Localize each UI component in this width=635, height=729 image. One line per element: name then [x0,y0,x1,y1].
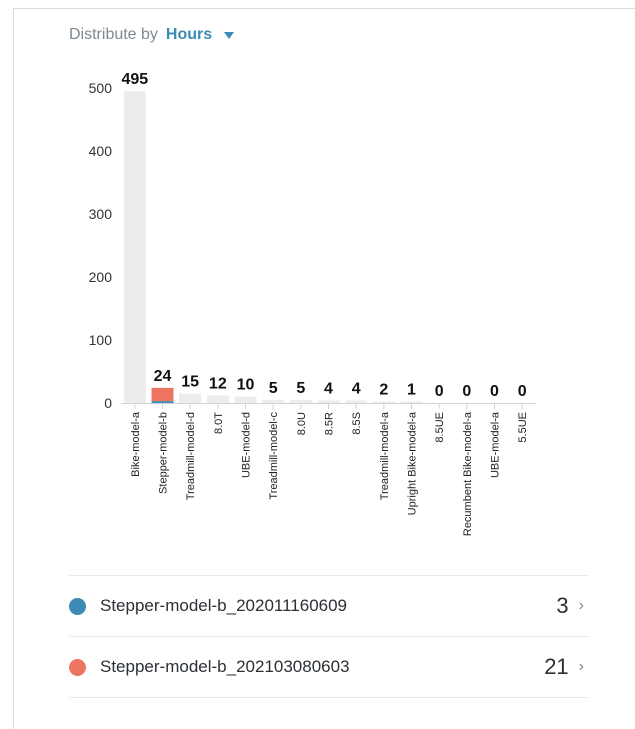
bar-value-label: 0 [490,383,499,400]
series-list: Stepper-model-b_202011160609 3 › Stepper… [69,575,588,698]
bar [179,393,202,403]
series-label: Stepper-model-b_202103080603 [100,657,350,676]
series-color-dot [69,597,86,615]
x-tick-label: Treadmill-model-d [185,412,197,500]
bar-value-label: 4 [324,380,333,397]
bar-value-label: 4 [352,380,361,397]
y-tick-label: 100 [89,332,113,348]
chevron-right-icon: › [578,658,584,675]
bar-value-label: 2 [379,382,388,399]
series-row[interactable]: Stepper-model-b_202103080603 21 › [69,636,588,698]
bar-value-label: 5 [296,380,305,397]
y-tick-label: 400 [89,143,113,159]
bar [206,395,229,403]
bar-value-label: 15 [181,374,199,391]
bar [345,400,368,403]
bar [372,401,395,403]
chevron-right-icon: › [578,597,584,614]
bar-value-label: 10 [237,377,255,394]
bar-segment [151,387,174,402]
distribute-by-value: Hours [165,26,213,43]
bar [400,401,423,403]
bar-value-label: 12 [209,375,227,392]
x-tick-label: Stepper-model-b [158,412,170,494]
x-tick-label: Recumbent Bike-model-a [462,411,474,536]
y-tick-label: 500 [89,80,113,96]
bar [123,91,146,404]
bar-segment [151,401,174,403]
x-tick-label: Treadmill-model-c [268,412,280,500]
distribute-by-control: Distribute by Hours [69,26,235,44]
x-tick-label: Treadmill-model-a [379,411,391,500]
x-tick-label: Bike-model-a [130,411,142,477]
bar-value-label: 24 [154,368,172,385]
distribution-card [13,8,635,729]
series-row[interactable]: Stepper-model-b_202011160609 3 › [69,575,588,636]
x-tick-label: 8.0T [213,412,225,434]
y-tick-label: 0 [104,395,112,411]
bar [262,399,285,403]
distribute-by-label: Distribute by [69,26,158,43]
series-color-dot [69,658,86,676]
x-tick-label: 8.5S [351,412,363,435]
bar-value-label: 5 [269,380,278,397]
x-tick-label: 5.5UE [517,412,529,443]
chevron-down-icon [224,32,235,39]
bar-value-label: 1 [407,382,416,399]
bar [317,400,340,403]
series-label: Stepper-model-b_202011160609 [100,596,348,615]
x-tick-label: Upright Bike-model-a [407,411,419,515]
y-tick-label: 300 [89,206,113,222]
bar [234,396,257,403]
x-tick-label: UBE-model-a [490,411,502,478]
series-value: 3 [556,593,569,618]
bar-value-label: 0 [518,383,527,400]
bar-value-label: 495 [121,71,148,88]
x-tick-label: 8.5UE [434,412,446,443]
series-value: 21 [544,654,569,679]
bar-value-label: 0 [462,383,471,400]
x-tick-label: 8.5R [324,412,336,435]
bar [289,399,312,403]
distribute-by-select[interactable]: Hours [165,26,235,44]
bar-value-label: 0 [435,383,444,400]
x-tick-label: UBE-model-d [241,412,253,478]
y-tick-label: 200 [89,269,113,285]
x-tick-label: 8.0U [296,412,308,435]
